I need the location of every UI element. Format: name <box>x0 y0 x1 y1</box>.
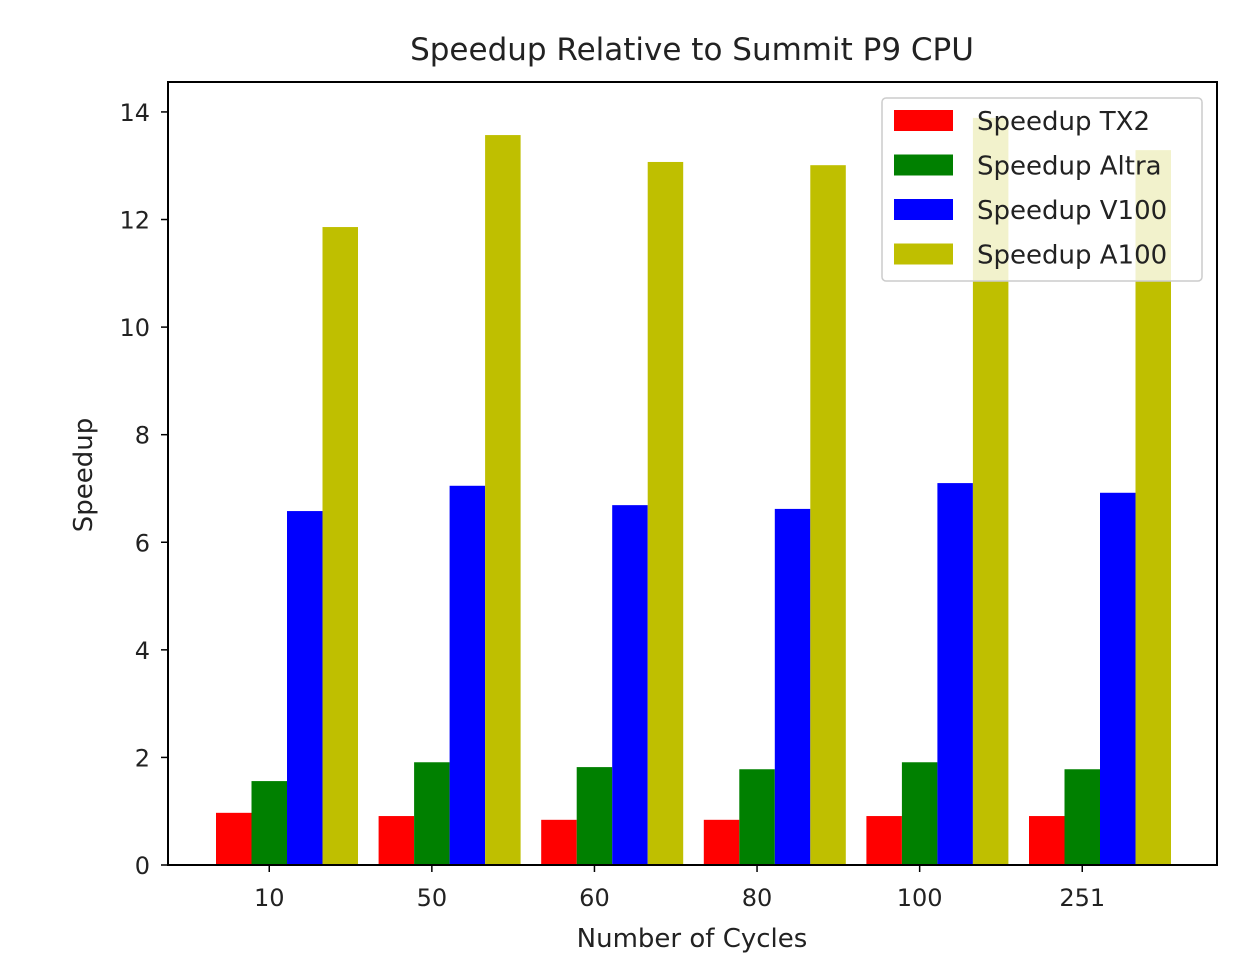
legend-swatch <box>894 154 953 176</box>
x-tick-label: 50 <box>417 884 448 912</box>
plot-frame <box>167 81 1218 866</box>
bar-speedup-a100-50 <box>485 135 521 865</box>
y-tick-label: 0 <box>135 852 150 880</box>
x-tick-label: 100 <box>897 884 943 912</box>
x-tick-label: 80 <box>742 884 773 912</box>
bar-speedup-a100-80 <box>810 165 846 866</box>
legend-label: Speedup V100 <box>977 196 1167 226</box>
bar-speedup-v100-60 <box>612 505 648 865</box>
x-tick-label: 10 <box>254 884 285 912</box>
x-tick-label: 60 <box>579 884 610 912</box>
bar-speedup-tx2-60 <box>541 819 577 865</box>
bar-speedup-v100-100 <box>937 483 973 865</box>
bar-speedup-tx2-251 <box>1029 816 1065 865</box>
legend-label: Speedup TX2 <box>977 107 1150 137</box>
y-tick-label: 10 <box>119 314 150 342</box>
bar-speedup-tx2-50 <box>378 816 415 865</box>
bar-speedup-tx2-10 <box>216 812 252 865</box>
legend-swatch <box>894 199 953 220</box>
bar-speedup-a100-10 <box>322 227 358 865</box>
y-tick-label: 6 <box>135 529 150 557</box>
legend: Speedup TX2 Speedup Altra Speedup V100 Spee… <box>881 97 1203 282</box>
y-tick-label: 12 <box>119 207 150 235</box>
x-tick-label: 251 <box>1059 884 1105 912</box>
bar-speedup-altra-251 <box>1064 769 1100 865</box>
y-tick-label: 4 <box>135 637 150 665</box>
legend-label: Speedup Altra <box>977 152 1162 182</box>
bar-speedup-altra-60 <box>576 767 613 865</box>
bar-speedup-tx2-100 <box>866 816 902 865</box>
bar-speedup-v100-10 <box>287 511 323 865</box>
y-tick-label: 2 <box>135 744 150 772</box>
legend-swatch <box>894 110 953 131</box>
x-axis-label: Number of Cycles <box>577 924 808 954</box>
legend-box <box>881 97 1203 282</box>
legend-label: Speedup A100 <box>977 241 1167 271</box>
bar-speedup-v100-80 <box>774 508 811 865</box>
bar-speedup-v100-50 <box>449 485 486 865</box>
bar-speedup-altra-80 <box>739 769 775 865</box>
y-axis-label: Speedup <box>69 418 99 533</box>
bar-speedup-a100-60 <box>647 161 684 865</box>
bar-speedup-altra-50 <box>414 762 450 865</box>
y-tick-label: 8 <box>135 422 150 450</box>
legend-swatch <box>894 243 953 265</box>
bar-speedup-altra-100 <box>901 762 938 865</box>
y-tick-label: 14 <box>119 99 150 127</box>
bar-speedup-altra-10 <box>251 781 287 865</box>
chart-title: Speedup Relative to Summit P9 CPU <box>410 32 974 68</box>
bar-speedup-v100-251 <box>1100 492 1136 865</box>
bar-speedup-tx2-80 <box>703 819 740 865</box>
